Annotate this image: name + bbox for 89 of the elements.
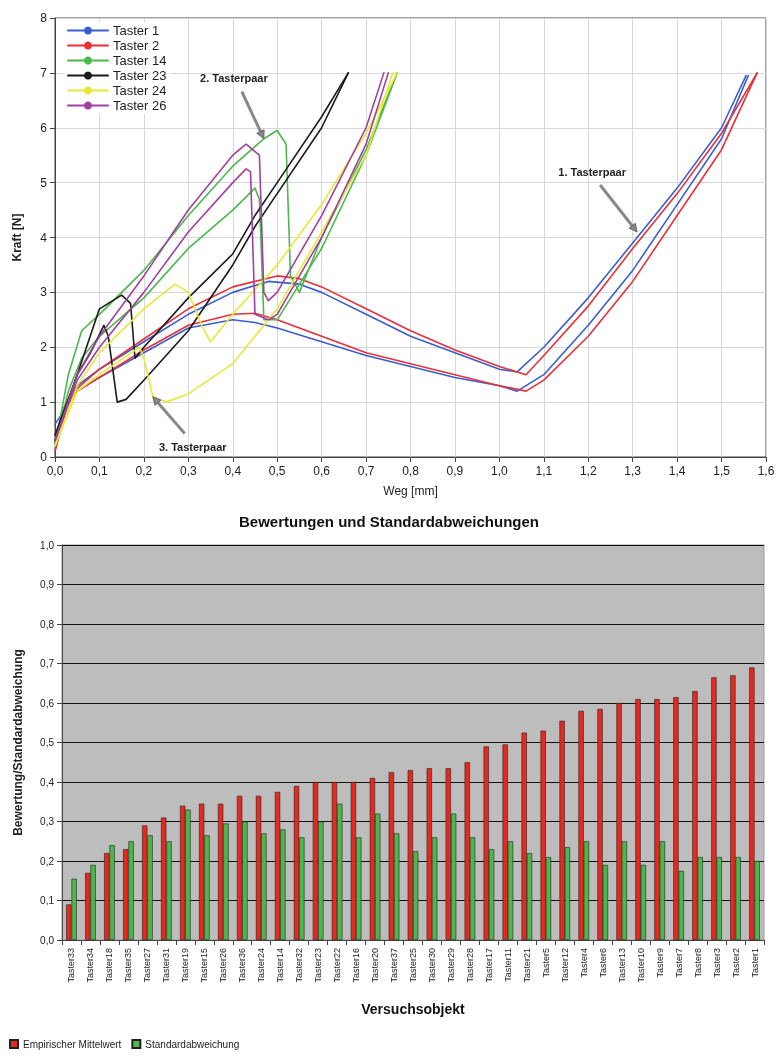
x-tick-label: Taster34: [85, 948, 96, 983]
y-tick-label: 0,2: [40, 855, 55, 867]
x-tick-label: Taster9: [654, 948, 665, 978]
y-tick-label: 0,0: [40, 934, 55, 946]
y-tick-label: 0,9: [40, 579, 55, 590]
x-tick-label: Taster6: [597, 948, 608, 978]
y-tick-label: 0: [40, 450, 48, 464]
x-tick-label: Taster30: [426, 948, 437, 983]
legend-label: Taster 1: [113, 23, 160, 38]
y-tick-label: 0,7: [40, 658, 55, 669]
y-tick-label: 1,0: [40, 539, 55, 551]
x-tick-label: Taster16: [351, 948, 362, 983]
x-tick-label: Taster29: [445, 948, 456, 983]
x-tick-label: 1,3: [624, 464, 642, 478]
legend-label: Taster 26: [113, 98, 167, 113]
x-tick-label: 0,4: [224, 464, 242, 478]
x-tick-label: 1,4: [668, 464, 686, 478]
x-tick-label: 0,3: [179, 464, 197, 478]
x-tick-label: Taster12: [559, 948, 570, 983]
x-tick-label: Taster32: [294, 948, 305, 983]
annotation: 3. Tasterpaar: [158, 441, 228, 454]
y-axis-title: Bewertung/Standardabweichung: [11, 649, 25, 836]
annotation: 1. Tasterpaar: [558, 165, 627, 178]
x-tick-label: Taster36: [237, 948, 248, 983]
x-tick-label: Taster15: [199, 948, 210, 983]
legend-label: Taster 24: [113, 83, 167, 98]
x-tick-label: 0,1: [91, 464, 109, 478]
x-tick-label: 1,2: [579, 464, 597, 478]
x-tick-label: Taster37: [389, 948, 400, 983]
x-axis-title: Weg [mm]: [383, 484, 438, 498]
x-tick-label: Taster3: [711, 948, 722, 978]
x-tick-label: 0,5: [268, 464, 286, 478]
x-tick-label: Taster24: [256, 948, 267, 983]
x-tick-label: Taster8: [692, 948, 703, 978]
y-tick-label: 5: [40, 175, 48, 190]
x-tick-label: Taster11: [502, 948, 513, 982]
x-tick-label: 0,9: [446, 464, 464, 478]
x-tick-label: Taster27: [142, 948, 153, 983]
y-tick-label: 0,1: [40, 895, 55, 906]
x-axis-title: Versuchsobjekt: [361, 1001, 466, 1017]
x-tick-label: 1,1: [535, 464, 553, 478]
y-tick-label: 2: [40, 340, 48, 355]
x-tick-label: Taster5: [540, 948, 551, 978]
annotation: 2. Tasterpaar: [200, 72, 269, 85]
x-tick-label: Taster31: [161, 948, 172, 983]
x-tick-label: Taster14: [275, 948, 286, 983]
x-tick-label: 0,2: [135, 464, 153, 478]
x-tick-label: 1,0: [491, 464, 509, 478]
x-tick-label: Taster25: [408, 948, 418, 983]
x-tick-label: Taster20: [370, 948, 381, 983]
x-tick-label: Taster13: [616, 948, 627, 983]
x-tick-label: Taster18: [104, 948, 115, 983]
x-tick-label: 0,8: [402, 464, 420, 478]
y-axis-title: Kraft [N]: [10, 213, 24, 262]
legend-label: Standardabweichung: [145, 1038, 240, 1050]
x-tick-label: 1,6: [757, 464, 775, 478]
y-tick-label: 0,3: [40, 816, 55, 827]
y-tick-label: 1: [40, 395, 48, 410]
x-tick-label: 0,7: [357, 464, 375, 478]
x-tick-label: Taster7: [673, 948, 684, 978]
y-tick-label: 7: [40, 65, 48, 80]
chart-title: Bewertungen und Standardabweichungen: [238, 513, 540, 530]
x-tick-label: Taster19: [180, 948, 191, 983]
x-tick-label: Taster21: [521, 948, 532, 983]
legend-label: Taster 2: [113, 38, 160, 53]
y-tick-label: 0,8: [40, 618, 55, 630]
y-tick-label: 4: [40, 230, 48, 245]
legend-label: Empirischer Mittelwert: [23, 1038, 122, 1050]
x-tick-label: Taster17: [483, 948, 494, 983]
x-tick-label: Taster1: [749, 948, 760, 978]
x-tick-label: Taster26: [218, 948, 229, 983]
legend-label: Taster 14: [113, 53, 167, 68]
y-tick-label: 0,6: [40, 697, 55, 709]
x-tick-label: Taster22: [332, 948, 343, 983]
y-tick-label: 3: [40, 285, 48, 300]
x-tick-label: Taster23: [313, 948, 324, 983]
x-tick-label: Taster35: [123, 948, 134, 983]
y-tick-label: 6: [40, 120, 48, 135]
x-tick-label: Taster4: [578, 948, 589, 978]
x-tick-label: Taster33: [66, 948, 77, 983]
x-tick-label: Taster2: [730, 948, 741, 978]
x-tick-label: Taster10: [635, 948, 646, 983]
legend-label: Taster 23: [113, 68, 167, 83]
y-tick-label: 0,4: [40, 776, 55, 788]
x-tick-label: Taster28: [464, 948, 475, 983]
y-tick-label: 8: [40, 11, 48, 25]
y-tick-label: 0,5: [40, 737, 55, 748]
x-tick-label: 1,5: [713, 464, 731, 478]
x-tick-label: 0,6: [313, 464, 331, 478]
